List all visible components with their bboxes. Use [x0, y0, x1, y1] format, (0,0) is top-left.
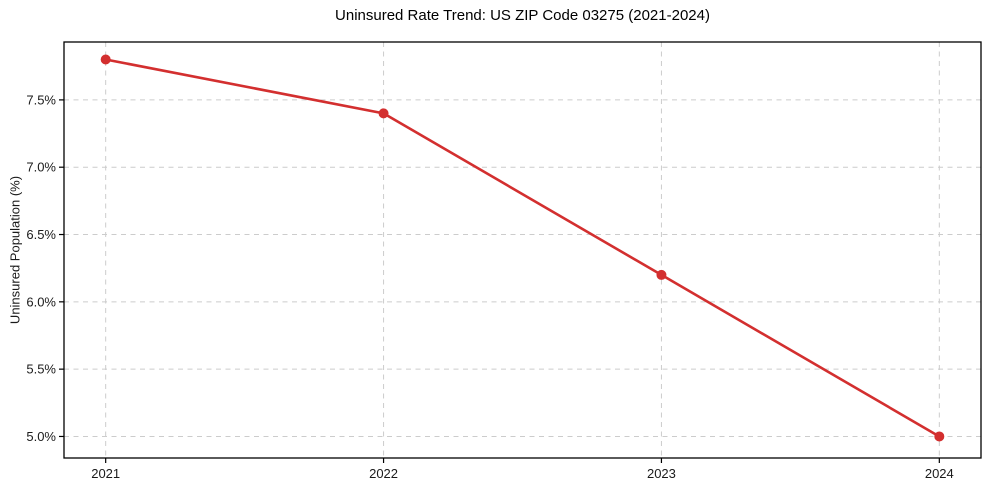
chart-title: Uninsured Rate Trend: US ZIP Code 03275 … [335, 7, 710, 24]
data-point-2023 [656, 269, 667, 280]
trend-line [104, 58, 941, 438]
y-tick-label: 7.0% [26, 160, 56, 175]
x-tick-label: 2024 [925, 466, 954, 481]
y-tick-label: 5.0% [26, 429, 56, 444]
y-tick-label: 6.0% [26, 294, 56, 309]
y-tick-label: 6.5% [26, 227, 56, 242]
data-point-2024 [934, 431, 945, 442]
x-tick-label: 2023 [647, 466, 676, 481]
data-point-2022 [378, 108, 389, 119]
y-tick-label: 5.5% [26, 362, 56, 377]
plot-border [63, 41, 982, 459]
y-tick-label: 7.5% [26, 92, 56, 107]
x-tick-label: 2021 [91, 466, 120, 481]
x-tick-label: 2022 [369, 466, 398, 481]
data-point-2021 [100, 54, 111, 65]
